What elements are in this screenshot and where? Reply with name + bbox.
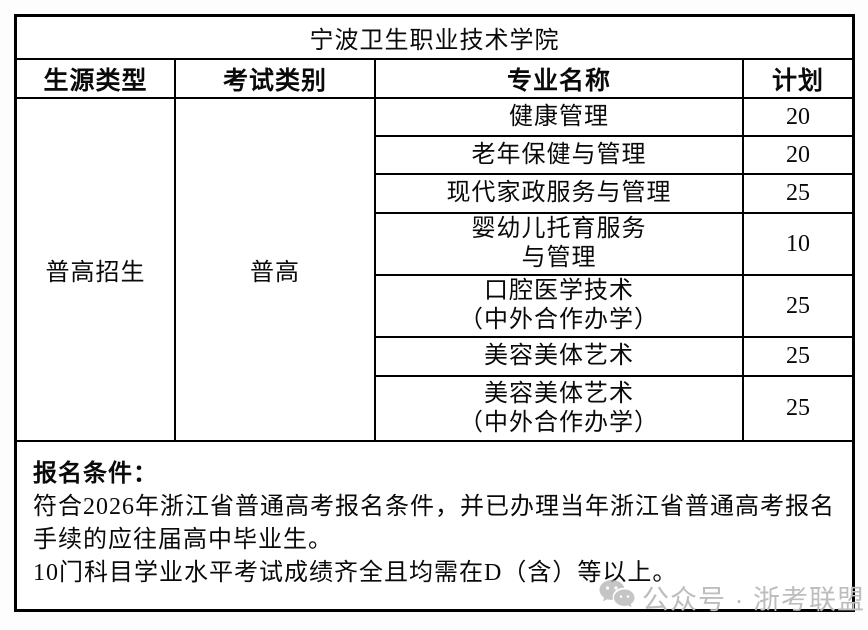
cell-admission-type: 普高招生 xyxy=(17,99,176,440)
college-title: 宁波卫生职业技术学院 xyxy=(17,17,852,60)
condition-line: 10门科目学业水平考试成绩齐全且均需在D（含）等以上。 xyxy=(33,560,678,586)
cell-major: 老年保健与管理 xyxy=(376,137,744,175)
cell-major: 婴幼儿托育服务 与管理 xyxy=(376,214,744,276)
cell-major: 美容美体艺术 xyxy=(376,338,744,377)
cell-plan: 20 xyxy=(744,99,852,137)
table-body: 普高招生 普高 健康管理 20 老年保健与管理 20 现代家政服务与管理 25 … xyxy=(17,99,852,442)
header-exam-category: 考试类别 xyxy=(176,60,376,97)
cell-plan: 20 xyxy=(744,137,852,175)
watermark: 公众号 · 浙考联盟 xyxy=(598,578,865,617)
table-header-row: 生源类型 考试类别 专业名称 计划 xyxy=(17,60,852,99)
condition-line: 符合2026年浙江省普通高考报名条件，并已办理当年浙江省普通高考报名手续的应往届… xyxy=(33,494,835,553)
watermark-text: 公众号 · 浙考联盟 xyxy=(642,585,865,615)
conditions-heading: 报名条件： xyxy=(33,461,158,487)
admission-plan-table: 宁波卫生职业技术学院 生源类型 考试类别 专业名称 计划 普高招生 普高 健康管… xyxy=(14,14,855,612)
application-conditions: 报名条件： 符合2026年浙江省普通高考报名条件，并已办理当年浙江省普通高考报名… xyxy=(17,442,852,609)
header-source-type: 生源类型 xyxy=(17,60,176,97)
header-plan: 计划 xyxy=(771,67,824,95)
header-major-name: 专业名称 xyxy=(376,60,744,97)
cell-major: 健康管理 xyxy=(376,99,744,137)
cell-plan: 25 xyxy=(744,338,852,377)
cell-plan: 25 xyxy=(744,276,852,338)
cell-exam-category: 普高 xyxy=(176,99,376,440)
cell-major: 美容美体艺术 （中外合作办学） xyxy=(376,377,744,440)
wechat-icon xyxy=(598,578,636,617)
cell-plan: 25 xyxy=(744,175,852,214)
cell-major: 现代家政服务与管理 xyxy=(376,175,744,214)
cell-plan: 25 xyxy=(786,395,810,421)
cell-major: 口腔医学技术 （中外合作办学） xyxy=(376,276,744,338)
cell-plan: 10 xyxy=(744,214,852,276)
